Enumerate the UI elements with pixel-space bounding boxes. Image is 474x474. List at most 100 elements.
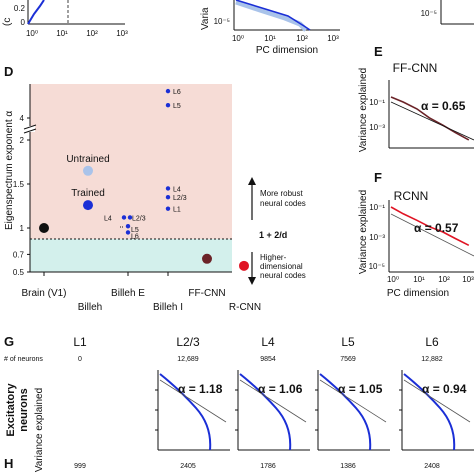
- top-right-ytick: 10⁻⁵: [421, 9, 437, 18]
- neuron-count: 2405: [180, 463, 196, 470]
- panel-f-alpha: α = 0.57: [414, 221, 459, 235]
- point-label: Trained: [71, 188, 105, 199]
- annotation-more-robust-1: More robust: [260, 189, 303, 198]
- annotation-higher-dim-3: neural codes: [260, 271, 306, 280]
- point-label: L6: [173, 89, 181, 96]
- panel-e-ytick-2: 10⁻³: [369, 123, 385, 132]
- data-point: [39, 223, 49, 233]
- point-label: L1: [173, 207, 181, 214]
- data-point: [165, 186, 171, 191]
- layer-series: [403, 373, 456, 451]
- top-left-xtick-1: 10¹: [56, 29, 68, 38]
- panel-e-series: [390, 96, 470, 141]
- top-left-partial-plot: (c 0.2 0 10⁰ 10¹ 10² 10³: [2, 0, 128, 38]
- panel-letter-d: D: [4, 64, 13, 79]
- layer-alpha: α = 1.05: [338, 382, 383, 396]
- panel-e-title: FF-CNN: [393, 61, 438, 75]
- panel-d-xtick-label: Billeh E: [111, 288, 145, 299]
- layer-alpha: α = 1.18: [178, 382, 223, 396]
- layer-title: L6: [425, 335, 439, 349]
- layer-subplot: α = 0.94: [399, 370, 474, 451]
- panel-f-series: [390, 206, 470, 247]
- layer-title: L4: [261, 335, 275, 349]
- neuron-count: 1386: [340, 463, 356, 470]
- neuron-count: 1786: [260, 463, 276, 470]
- point-label: L5: [173, 103, 181, 110]
- panel-d-xtick-label: FF-CNN: [188, 288, 225, 299]
- neuron-count: 0: [78, 356, 82, 363]
- layer-fit: [403, 379, 471, 423]
- top-left-xtick-0: 10⁰: [26, 29, 38, 38]
- top-left-ylabel: (c: [2, 18, 13, 26]
- layer-series: [319, 373, 372, 451]
- point-label: Untrained: [66, 154, 109, 165]
- layer-fit: [239, 379, 307, 423]
- layer-series: [239, 373, 292, 451]
- panel-d-xtick-label: R-CNN: [229, 302, 261, 313]
- panel-f-xtick-3: 10³: [462, 275, 474, 284]
- panel-f-xtick-1: 10¹: [413, 275, 425, 284]
- panel-d-ytick-label: 0.5: [13, 268, 25, 277]
- panel-d-xtick-label: Brain (V1): [21, 288, 66, 299]
- annotation-more-robust-2: neural codes: [260, 199, 306, 208]
- top-middle-xtick-3: 10³: [327, 34, 339, 43]
- layer-fit: [159, 379, 227, 423]
- panel-d-ytick-label: 4: [20, 114, 25, 123]
- panel-f-ytick-2: 10⁻³: [369, 233, 385, 242]
- panel-e-ylabel: Variance explained: [358, 68, 369, 152]
- panel-letter-f: F: [374, 170, 382, 185]
- panel-d-annotations: More robust neural codes 1 + 2/d Higher-…: [248, 177, 306, 285]
- panel-e-fit: [390, 101, 474, 141]
- reference-line-label: 1 + 2/d: [259, 230, 287, 240]
- panel-f-xlabel: PC dimension: [387, 288, 449, 299]
- row-label-excitatory: Excitatory: [5, 383, 17, 437]
- data-point: [125, 224, 131, 229]
- data-point: [121, 215, 127, 220]
- panel-d-ytick-label: 1: [20, 224, 25, 233]
- layer-fit: [319, 379, 387, 423]
- neuron-count: 12,882: [421, 356, 443, 363]
- annotation-higher-dim-2: dimensional: [260, 262, 303, 271]
- top-right-partial-plot: 10⁻⁵: [421, 0, 474, 25]
- top-left-tick-0: 0: [21, 18, 26, 27]
- panel-d-xtick-label: Billeh I: [153, 302, 183, 313]
- panel-d-ytick-label: 2: [20, 136, 25, 145]
- neuron-count: 9854: [260, 356, 276, 363]
- panel-e-alpha: α = 0.65: [421, 99, 466, 113]
- top-middle-xtick-1: 10¹: [264, 34, 276, 43]
- neuron-count: 999: [74, 463, 86, 470]
- point-label: L2/3: [173, 195, 187, 202]
- top-middle-ylabel: Varia: [200, 7, 211, 30]
- point-label: L6: [131, 233, 139, 240]
- top-middle-xtick-2: 10²: [296, 34, 308, 43]
- top-middle-ytick: 10⁻⁵: [214, 17, 230, 26]
- data-point: [83, 200, 93, 211]
- panel-e-chart: FF-CNN Variance explained 10⁻¹ 10⁻³ α = …: [358, 61, 474, 152]
- panel-g-ylabel: Variance explained: [34, 388, 45, 472]
- panel-f-chart: RCNN Variance explained 10⁻¹ 10⁻³ 10⁻⁵ α…: [358, 189, 474, 299]
- panel-letter-h: H: [4, 456, 13, 471]
- data-point: [165, 195, 171, 200]
- higher-dim-region: [30, 239, 232, 272]
- panel-h-counts: 999 2405 1786 1386 2408: [74, 463, 440, 470]
- data-point: [83, 165, 93, 176]
- layer-title: L2/3: [176, 335, 200, 349]
- panel-f-ylabel: Variance explained: [358, 190, 369, 274]
- annotation-higher-dim-1: Higher-: [260, 253, 287, 262]
- top-middle-partial-plot: Varia 10⁻⁵ 10⁰ 10¹ 10² 10³ PC dimension: [200, 0, 340, 56]
- robust-region: [30, 84, 232, 239]
- layer-series: [159, 373, 212, 451]
- top-left-tick-02: 0.2: [14, 4, 26, 13]
- data-point: [165, 103, 171, 108]
- layer-subplot: α = 1.05: [315, 370, 390, 451]
- panel-d-xtick-label: Billeh: [78, 302, 102, 313]
- panel-d-ytick-label: 0.7: [13, 250, 25, 259]
- panel-g-subplots: L1 0 L2/3 12,689 α = 1.18 L4 9854 α = 1.06 L5 756…: [73, 335, 474, 451]
- row-label-neurons: neurons: [18, 388, 30, 431]
- top-middle-xtick-0: 10⁰: [232, 34, 244, 43]
- layer-alpha: α = 1.06: [258, 382, 303, 396]
- panel-e-ytick-1: 10⁻¹: [369, 98, 385, 107]
- neurons-count-label: # of neurons: [4, 356, 43, 363]
- panel-d-ytick-label: 1.5: [13, 180, 25, 189]
